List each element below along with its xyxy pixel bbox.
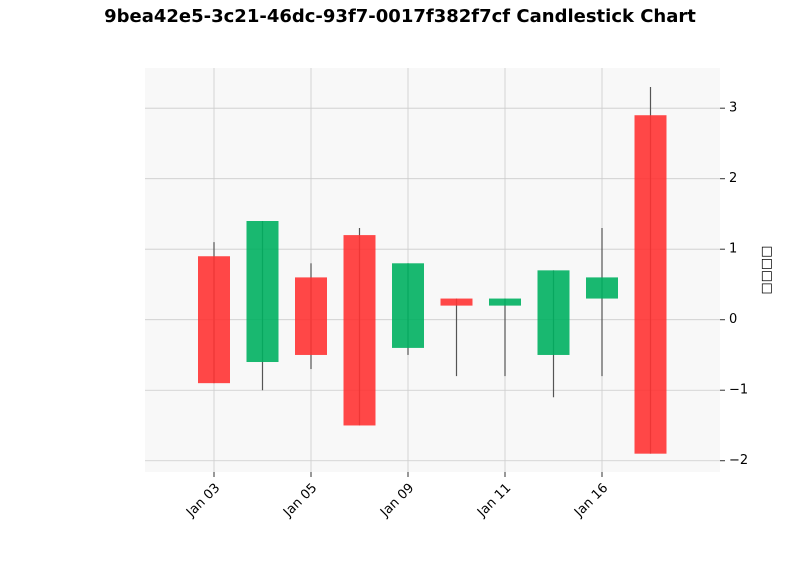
y-tick-label: 3 — [729, 101, 737, 116]
plot-area — [145, 68, 720, 472]
y-tick-label: −1 — [729, 383, 748, 398]
candle-body — [295, 277, 327, 355]
candle-body — [198, 256, 230, 384]
y-tick-label: 1 — [729, 242, 737, 257]
candle-body — [634, 115, 667, 454]
y-tick-label: −2 — [729, 453, 748, 468]
candle-body — [489, 298, 521, 306]
candle-body — [246, 220, 279, 363]
chart-title: 9bea42e5-3c21-46dc-93f7-0017f382f7cf Can… — [104, 6, 696, 27]
candle-body — [586, 277, 618, 299]
x-tick-label: Jan 16 — [571, 481, 611, 521]
x-tick-label: Jan 05 — [280, 481, 320, 521]
candle-body — [343, 235, 376, 426]
y-axis-label: □□□□ — [760, 245, 775, 294]
candle-body — [392, 263, 424, 348]
y-tick-label: 0 — [729, 312, 737, 327]
candle-body — [537, 270, 570, 355]
x-tick-label: Jan 11 — [474, 481, 514, 521]
x-tick-label: Jan 03 — [183, 481, 223, 521]
y-tick-label: 2 — [729, 171, 737, 186]
x-tick-label: Jan 09 — [377, 481, 417, 521]
candle-body — [440, 298, 473, 306]
